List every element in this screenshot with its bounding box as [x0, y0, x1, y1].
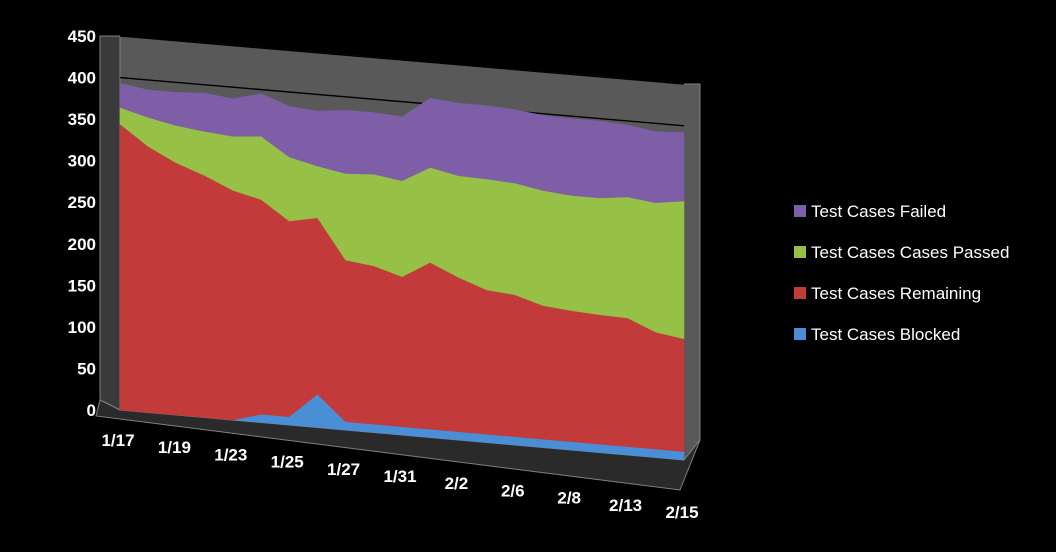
x-tick-1-25: 1/25 — [271, 453, 304, 472]
gridline-450 — [119, 35, 685, 85]
legend-item-test-cases-blocked: Test Cases Blocked — [794, 325, 960, 344]
x-tick-1-23: 1/23 — [214, 445, 247, 464]
y-tick-300: 300 — [68, 152, 96, 171]
x-tick-1-17: 1/17 — [101, 431, 134, 450]
legend-swatch-test-cases-remaining — [794, 287, 806, 299]
legend-label-test-cases-blocked: Test Cases Blocked — [811, 325, 960, 344]
x-tick-1-19: 1/19 — [158, 438, 191, 457]
x-tick-2-6: 2/6 — [501, 481, 525, 500]
legend-label-test-cases-cases-passed: Test Cases Cases Passed — [811, 243, 1009, 262]
legend-swatch-test-cases-failed — [794, 205, 806, 217]
series-areas — [119, 83, 685, 461]
x-tick-2-15: 2/15 — [665, 503, 698, 522]
y-tick-100: 100 — [68, 318, 96, 337]
x-tick-2-2: 2/2 — [445, 474, 469, 493]
y-tick-0: 0 — [87, 401, 96, 420]
y-tick-250: 250 — [68, 193, 96, 212]
legend: Test Cases Failed Test Cases Cases Passed… — [794, 202, 1009, 344]
x-axis-ticks: 1/17 1/19 1/23 1/25 1/27 1/31 2/2 2/6 2/8 2/13 2/1… — [101, 431, 698, 522]
area-test-cases-failed — [119, 83, 685, 203]
x-tick-1-27: 1/27 — [327, 460, 360, 479]
y-tick-200: 200 — [68, 235, 96, 254]
y-tick-50: 50 — [77, 359, 96, 378]
y-tick-350: 350 — [68, 110, 96, 129]
x-tick-1-31: 1/31 — [383, 467, 416, 486]
side-wall — [99, 35, 121, 411]
y-tick-450: 450 — [68, 27, 96, 46]
legend-item-test-cases-remaining: Test Cases Remaining — [794, 284, 981, 303]
legend-swatch-test-cases-cases-passed — [794, 246, 806, 258]
y-axis-ticks: 0 50 100 150 200 250 300 350 400 450 — [68, 27, 96, 420]
legend-swatch-test-cases-blocked — [794, 328, 806, 340]
legend-label-test-cases-remaining: Test Cases Remaining — [811, 284, 981, 303]
y-tick-400: 400 — [68, 69, 96, 88]
legend-label-test-cases-failed: Test Cases Failed — [811, 202, 946, 221]
y-tick-150: 150 — [68, 276, 96, 295]
legend-item-test-cases-cases-passed: Test Cases Cases Passed — [794, 243, 1009, 262]
gridline-400 — [119, 76, 685, 127]
legend-item-test-cases-failed: Test Cases Failed — [794, 202, 946, 221]
x-tick-2-13: 2/13 — [609, 496, 642, 515]
x-tick-2-8: 2/8 — [557, 489, 581, 508]
